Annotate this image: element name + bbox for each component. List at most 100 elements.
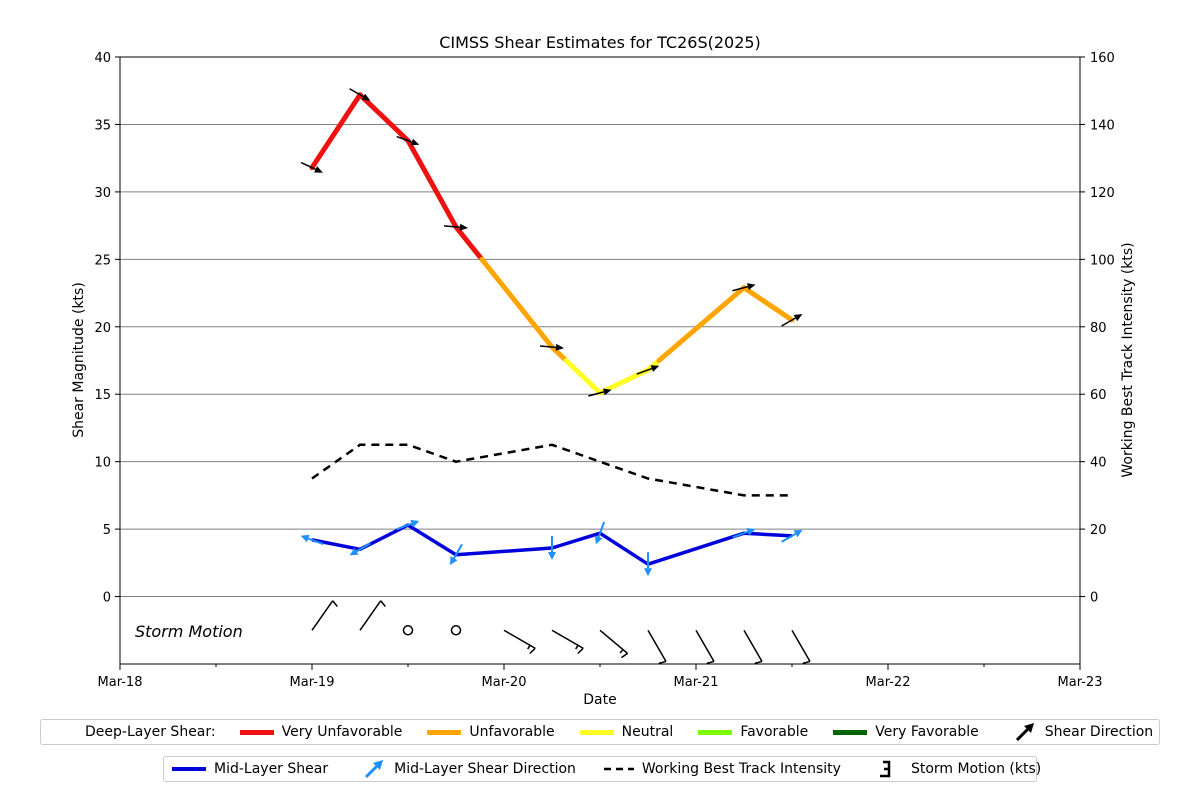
legend-item-storm-motion: Storm Motion (kts) (875, 758, 1041, 780)
x-tick-label-3: Mar-21 (674, 675, 719, 690)
y-tick-label-4: 20 (94, 321, 111, 336)
legend-item-mid-layer-shear: Mid-Layer Shear (172, 761, 328, 777)
mid-shear-arrow-2-head (410, 519, 420, 528)
mid-shear-arrow-2 (396, 519, 420, 531)
legend-item-neutral: Neutral (579, 724, 674, 740)
deep-shear-arrow-4-head (555, 343, 564, 351)
storm-motion-barb-9-feather (754, 660, 763, 665)
storm-motion-barb-6-feather (620, 652, 629, 659)
y2-tick-label-2: 40 (1090, 456, 1107, 471)
legend-item-favorable: Favorable (698, 724, 808, 740)
y-tick-label-8: 40 (94, 51, 111, 66)
storm-motion-barb-7-shaft (647, 629, 667, 662)
storm-motion-barb-1 (359, 600, 386, 631)
storm-motion-barb-1-shaft (359, 600, 382, 631)
deep-shear-segment-10 (741, 285, 795, 323)
dashed-line-swatch (603, 767, 634, 771)
shear-direction-arrow-icon (1015, 723, 1034, 742)
deep-shear-arrow-2-head (410, 138, 420, 146)
mid-shear-arrow-8 (781, 529, 803, 543)
y2-tick-label-5: 100 (1090, 253, 1115, 268)
storm-motion-barb-4-shaft (503, 629, 536, 649)
y2-tick-label-7: 140 (1090, 118, 1115, 133)
y2-tick-label-0: 0 (1090, 591, 1098, 606)
storm-motion-barb-10-feather (802, 660, 811, 665)
deep-shear-segment-4 (479, 256, 555, 350)
storm-motion-barb-0-shaft (311, 600, 334, 631)
y2-tick-label-6: 120 (1090, 186, 1115, 201)
y2-tick-label-4: 80 (1090, 321, 1107, 336)
storm-motion-label: Storm Motion (135, 622, 243, 641)
deep-shear-arrow-8 (781, 314, 803, 327)
y-tick-label-1: 5 (103, 523, 111, 538)
deep-shear-arrow-6 (636, 365, 660, 375)
mid-shear-arrow-4-head (548, 552, 556, 560)
storm-motion-barb-6-half-feather (619, 649, 624, 654)
x-tick-label-4: Mar-22 (866, 675, 911, 690)
mid-shear-arrow-3-head (450, 556, 458, 566)
mid-shear-arrow-2-shaft (396, 522, 413, 531)
y-tick-label-3: 15 (94, 388, 111, 403)
deep-shear-arrow-3-head (459, 223, 468, 231)
wind-barb-icon (879, 760, 891, 778)
storm-motion-barb-7-feather (658, 660, 667, 665)
storm-motion-barb-8 (695, 629, 715, 665)
y-tick-label-5: 25 (94, 253, 111, 268)
deep-shear-segment-9 (656, 285, 747, 363)
deep-shear-arrow-1-shaft (349, 88, 364, 98)
mid-shear-arrow-3-shaft (453, 543, 463, 559)
deep-shear-arrow-1 (349, 88, 371, 101)
legend-deep-layer-title: Deep-Layer Shear: (85, 724, 216, 740)
deep-shear-segment-0 (309, 92, 363, 171)
mid-shear-arrow-0-head (300, 534, 310, 543)
legend-item-very-favorable: Very Favorable (833, 724, 979, 740)
mid-shear-arrow-0 (300, 534, 324, 545)
mid-shear-arrow-4 (548, 535, 556, 560)
legend-item-unfavorable: Unfavorable (427, 724, 555, 740)
deep-shear-arrow-7 (732, 283, 756, 292)
deep-shear-arrow-4 (539, 343, 564, 351)
deep-shear-segment-2 (405, 138, 459, 230)
y2-tick-label-8: 160 (1090, 51, 1115, 66)
legend-item-shear-direction: Shear Direction (1013, 721, 1153, 743)
deep-shear-segment-3 (453, 224, 485, 262)
deep-shear-arrow-5-shaft (588, 391, 605, 397)
deep-shear-arrow-3-shaft (443, 225, 461, 229)
mid-shear-arrow-1-head (349, 547, 359, 556)
very-favorable-swatch (833, 729, 868, 735)
legend-label-storm-motion: Storm Motion (kts) (910, 761, 1042, 777)
mid-shear-arrow-6 (644, 552, 652, 577)
mid-shear-arrow-7 (732, 528, 756, 539)
unfavorable-swatch (427, 729, 462, 735)
x-tick-label-5: Mar-23 (1058, 675, 1103, 690)
storm-motion-barb-3 (450, 625, 462, 636)
storm-motion-barb-4 (503, 629, 536, 655)
deep-shear-segment-1 (357, 92, 411, 144)
deep-shear-arrow-3 (443, 223, 468, 231)
legend-item-very-unfavorable: Very Unfavorable (239, 724, 403, 740)
storm-motion-barb-5 (551, 629, 584, 655)
legend-label-neutral: Neutral (621, 724, 674, 740)
y-axis-label-right: Working Best Track Intensity (kts) (1120, 242, 1136, 477)
x-tick-label-1: Mar-19 (290, 675, 335, 690)
y2-tick-label-1: 20 (1090, 523, 1107, 538)
mid-shear-arrow-7-shaft (732, 530, 749, 539)
deep-shear-arrow-2-shaft (396, 135, 413, 143)
mid-shear-arrow-5 (594, 521, 606, 545)
storm-motion-barb-10-shaft (791, 629, 811, 662)
legend-label-best-track: Working Best Track Intensity (641, 761, 841, 777)
deep-shear-segment-6 (563, 358, 603, 396)
mid-shear-arrow-0-shaft (307, 537, 324, 545)
storm-motion-barb-9 (743, 629, 763, 665)
deep-shear-arrow-5-head (603, 388, 612, 396)
y-tick-label-7: 35 (94, 118, 111, 133)
plot-frame (119, 56, 1081, 665)
storm-motion-barb-10 (791, 629, 811, 665)
mid-shear-arrow-5-head (594, 535, 603, 545)
legend-label-very-unfavorable: Very Unfavorable (281, 724, 403, 740)
gridlines (120, 56, 1080, 598)
legend-label-unfavorable: Unfavorable (469, 724, 555, 740)
axes: 0 5 10 15 20 25 30 35 40 0 20 40 60 80 100 120 140 160 Mar… (94, 51, 1114, 690)
very-unfavorable-swatch (239, 729, 274, 735)
